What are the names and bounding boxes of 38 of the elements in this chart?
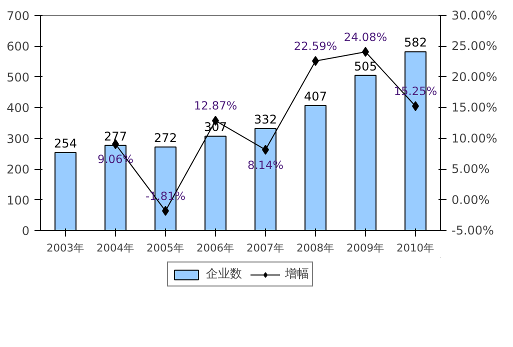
data-label: 24.08% [344,30,388,44]
data-label: 272 [154,130,177,145]
y-tick-label: 500 [6,70,30,84]
data-label: 332 [254,112,277,127]
y2-tick-label: 10.00% [452,131,498,146]
legend-label: 企业数 [206,266,242,282]
data-label: 254 [54,136,77,150]
x-tick-label: 2006年 [196,242,235,254]
y-tick-label: 400 [6,101,30,116]
x-tick-label: 2010年 [396,242,435,254]
y2-tick-label: 0.00% [452,192,490,207]
y2-tick-label: 30.00% [452,8,498,22]
y2-tick-label: 25.00% [452,39,498,54]
data-label: 15.25% [394,84,438,98]
x-tick-label: 2003年 [46,242,85,254]
y2-tick-label: -5.00% [452,224,494,238]
data-label: 22.59% [294,39,338,54]
data-label: 505 [354,59,377,74]
y-tick-label: 200 [6,162,30,177]
data-label: 277 [104,129,127,144]
x-tick-label: 2004年 [96,242,135,254]
y-tick-label: 600 [6,40,30,54]
data-label: 407 [304,89,327,104]
legend-label: 增幅 [285,266,309,282]
y-tick-label: 700 [6,9,30,23]
x-tick-label: 2005年 [146,242,185,254]
y-tick-label: 300 [6,132,30,146]
y-tick-label: 100 [6,193,30,208]
y2-tick-label: 15.00% [452,100,498,115]
data-label: 12.87% [194,98,238,113]
y-tick-label: 0 [22,224,30,238]
x-tick-label: 2008年 [296,242,335,254]
data-label: 582 [404,36,427,50]
x-tick-label: 2007年 [246,242,285,254]
x-tick-label: 2009年 [346,242,385,254]
y2-tick-label: 20.00% [452,70,498,84]
data-label: -1.81% [145,188,186,203]
y2-tick-label: 5.00% [452,162,490,176]
